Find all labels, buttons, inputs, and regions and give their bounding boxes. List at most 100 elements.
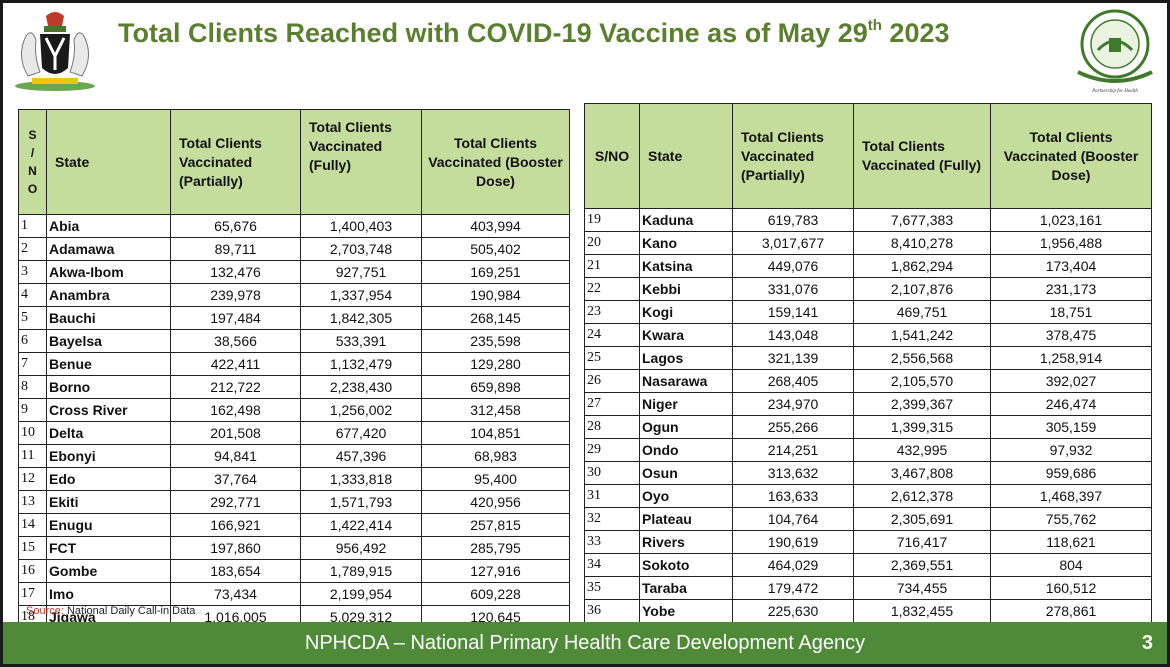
- partially-value: 3,017,677: [732, 231, 854, 255]
- state-name: Osun: [639, 461, 733, 485]
- fully-value: 2,369,551: [853, 553, 991, 577]
- table-row: 17 Imo 73,434 2,199,954 609,228: [18, 582, 570, 606]
- fully-value: 7,677,383: [853, 208, 991, 232]
- table-row: 13 Ekiti 292,771 1,571,793 420,956: [18, 490, 570, 514]
- state-name: Enugu: [46, 513, 171, 537]
- partially-value: 214,251: [732, 438, 854, 462]
- table-row: 30 Osun 313,632 3,467,808 959,686: [584, 461, 1152, 485]
- page-number: 3: [1141, 632, 1153, 654]
- fully-value: 1,256,002: [300, 398, 422, 422]
- state-name: Nasarawa: [639, 369, 733, 393]
- fully-value: 432,995: [853, 438, 991, 462]
- partially-value: 268,405: [732, 369, 854, 393]
- fully-value: 1,789,915: [300, 559, 422, 583]
- title-superscript: th: [867, 17, 882, 34]
- state-name: Delta: [46, 421, 171, 445]
- fully-value: 1,400,403: [300, 214, 422, 238]
- row-number: 21: [584, 254, 640, 278]
- table-row: 28 Ogun 255,266 1,399,315 305,159: [584, 415, 1152, 439]
- state-name: Ogun: [639, 415, 733, 439]
- vaccination-table-right: S/NO State Total Clients Vaccinated (Par…: [584, 103, 1152, 646]
- table-row: 20 Kano 3,017,677 8,410,278 1,956,488: [584, 231, 1152, 255]
- title-main: Total Clients Reached with COVID-19 Vacc…: [118, 18, 868, 48]
- fully-value: 2,105,570: [853, 369, 991, 393]
- header-booster: Total Clients Vaccinated (Booster Dose): [990, 103, 1152, 209]
- row-number: 20: [584, 231, 640, 255]
- state-name: Bayelsa: [46, 329, 171, 353]
- state-name: Kano: [639, 231, 733, 255]
- row-number: 14: [18, 513, 47, 537]
- table-row: 12 Edo 37,764 1,333,818 95,400: [18, 467, 570, 491]
- booster-value: 1,023,161: [990, 208, 1152, 232]
- booster-value: 755,762: [990, 507, 1152, 531]
- state-name: Plateau: [639, 507, 733, 531]
- booster-value: 235,598: [421, 329, 570, 353]
- fully-value: 716,417: [853, 530, 991, 554]
- row-number: 7: [18, 352, 47, 376]
- partially-value: 37,764: [170, 467, 301, 491]
- fully-value: 677,420: [300, 421, 422, 445]
- booster-value: 285,795: [421, 536, 570, 560]
- table-row: 4 Anambra 239,978 1,337,954 190,984: [18, 283, 570, 307]
- fully-value: 927,751: [300, 260, 422, 284]
- row-number: 27: [584, 392, 640, 416]
- table-row: 23 Kogi 159,141 469,751 18,751: [584, 300, 1152, 324]
- partially-value: 132,476: [170, 260, 301, 284]
- row-number: 11: [18, 444, 47, 468]
- row-number: 22: [584, 277, 640, 301]
- state-name: Bauchi: [46, 306, 171, 330]
- table-row: 25 Lagos 321,139 2,556,568 1,258,914: [584, 346, 1152, 370]
- state-name: Borno: [46, 375, 171, 399]
- partially-value: 321,139: [732, 346, 854, 370]
- state-name: Kebbi: [639, 277, 733, 301]
- fully-value: 2,238,430: [300, 375, 422, 399]
- row-number: 6: [18, 329, 47, 353]
- partially-value: 449,076: [732, 254, 854, 278]
- booster-value: 97,932: [990, 438, 1152, 462]
- booster-value: 1,956,488: [990, 231, 1152, 255]
- fully-value: 1,399,315: [853, 415, 991, 439]
- state-name: Edo: [46, 467, 171, 491]
- row-number: 3: [18, 260, 47, 284]
- table-row: 22 Kebbi 331,076 2,107,876 231,173: [584, 277, 1152, 301]
- source-note: Source: National Daily Call-in Data: [26, 605, 195, 617]
- partially-value: 212,722: [170, 375, 301, 399]
- source-text: National Daily Call-in Data: [63, 605, 196, 617]
- partially-value: 179,472: [732, 576, 854, 600]
- booster-value: 246,474: [990, 392, 1152, 416]
- row-number: 31: [584, 484, 640, 508]
- fully-value: 1,541,242: [853, 323, 991, 347]
- table-row: 11 Ebonyi 94,841 457,396 68,983: [18, 444, 570, 468]
- footer-text: NPHCDA – National Primary Health Care De…: [304, 632, 866, 654]
- header-state: State: [46, 109, 171, 215]
- row-number: 35: [584, 576, 640, 600]
- row-number: 34: [584, 553, 640, 577]
- table-row: 7 Benue 422,411 1,132,479 129,280: [18, 352, 570, 376]
- partially-value: 190,619: [732, 530, 854, 554]
- fully-value: 1,333,818: [300, 467, 422, 491]
- state-name: Abia: [46, 214, 171, 238]
- page-title: Total Clients Reached with COVID-19 Vacc…: [118, 8, 1038, 48]
- fully-value: 1,337,954: [300, 283, 422, 307]
- state-name: Lagos: [639, 346, 733, 370]
- state-name: Taraba: [639, 576, 733, 600]
- partially-value: 422,411: [170, 352, 301, 376]
- header-fully: Total Clients Vaccinated (Fully): [853, 103, 991, 209]
- booster-value: 420,956: [421, 490, 570, 514]
- partially-value: 38,566: [170, 329, 301, 353]
- fully-value: 734,455: [853, 576, 991, 600]
- booster-value: 173,404: [990, 254, 1152, 278]
- state-name: FCT: [46, 536, 171, 560]
- row-number: 30: [584, 461, 640, 485]
- fully-value: 2,399,367: [853, 392, 991, 416]
- title-year: 2023: [881, 18, 950, 48]
- table-row: 5 Bauchi 197,484 1,842,305 268,145: [18, 306, 570, 330]
- table-row: 15 FCT 197,860 956,492 285,795: [18, 536, 570, 560]
- table-row: 24 Kwara 143,048 1,541,242 378,475: [584, 323, 1152, 347]
- state-name: Gombe: [46, 559, 171, 583]
- state-name: Katsina: [639, 254, 733, 278]
- row-number: 19: [584, 208, 640, 232]
- state-name: Yobe: [639, 599, 733, 623]
- fully-value: 2,107,876: [853, 277, 991, 301]
